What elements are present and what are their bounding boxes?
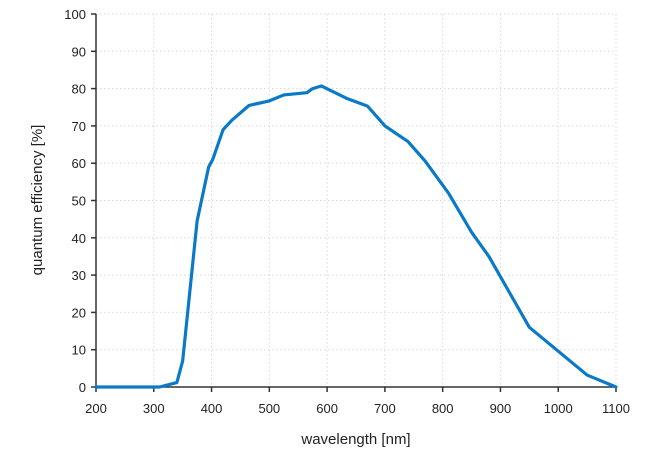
y-tick-label: 10 — [72, 343, 86, 358]
y-tick-label: 20 — [72, 305, 86, 320]
y-tick-label: 70 — [72, 119, 86, 134]
x-tick-label: 500 — [258, 401, 280, 416]
y-tick-label: 60 — [72, 156, 86, 171]
x-tick-label: 800 — [432, 401, 454, 416]
x-tick-label: 200 — [85, 401, 107, 416]
y-tick-label: 40 — [72, 231, 86, 246]
y-tick-label: 100 — [64, 7, 86, 22]
x-tick-label: 600 — [316, 401, 338, 416]
x-tick-label: 400 — [201, 401, 223, 416]
y-tick-label: 30 — [72, 268, 86, 283]
series — [96, 86, 616, 387]
x-axis-label: wavelength [nm] — [300, 431, 410, 448]
x-tick-label: 300 — [143, 401, 165, 416]
y-tick-label: 50 — [72, 194, 86, 209]
x-tick-label: 700 — [374, 401, 396, 416]
x-tick-label: 900 — [490, 401, 512, 416]
x-tick-label: 1100 — [602, 401, 630, 416]
grid — [96, 14, 616, 387]
y-tick-label: 90 — [72, 44, 86, 59]
y-tick-label: 80 — [72, 82, 86, 97]
y-axis-label: quantum efficiency [%] — [29, 125, 46, 276]
tick-labels: 0 10 20 30 40 50 60 70 80 90 100 200 300 400 500 600 700… — [64, 7, 630, 416]
x-tick-label: 1000 — [544, 401, 573, 416]
series-line — [96, 86, 616, 387]
y-tick-label: 0 — [79, 380, 86, 395]
